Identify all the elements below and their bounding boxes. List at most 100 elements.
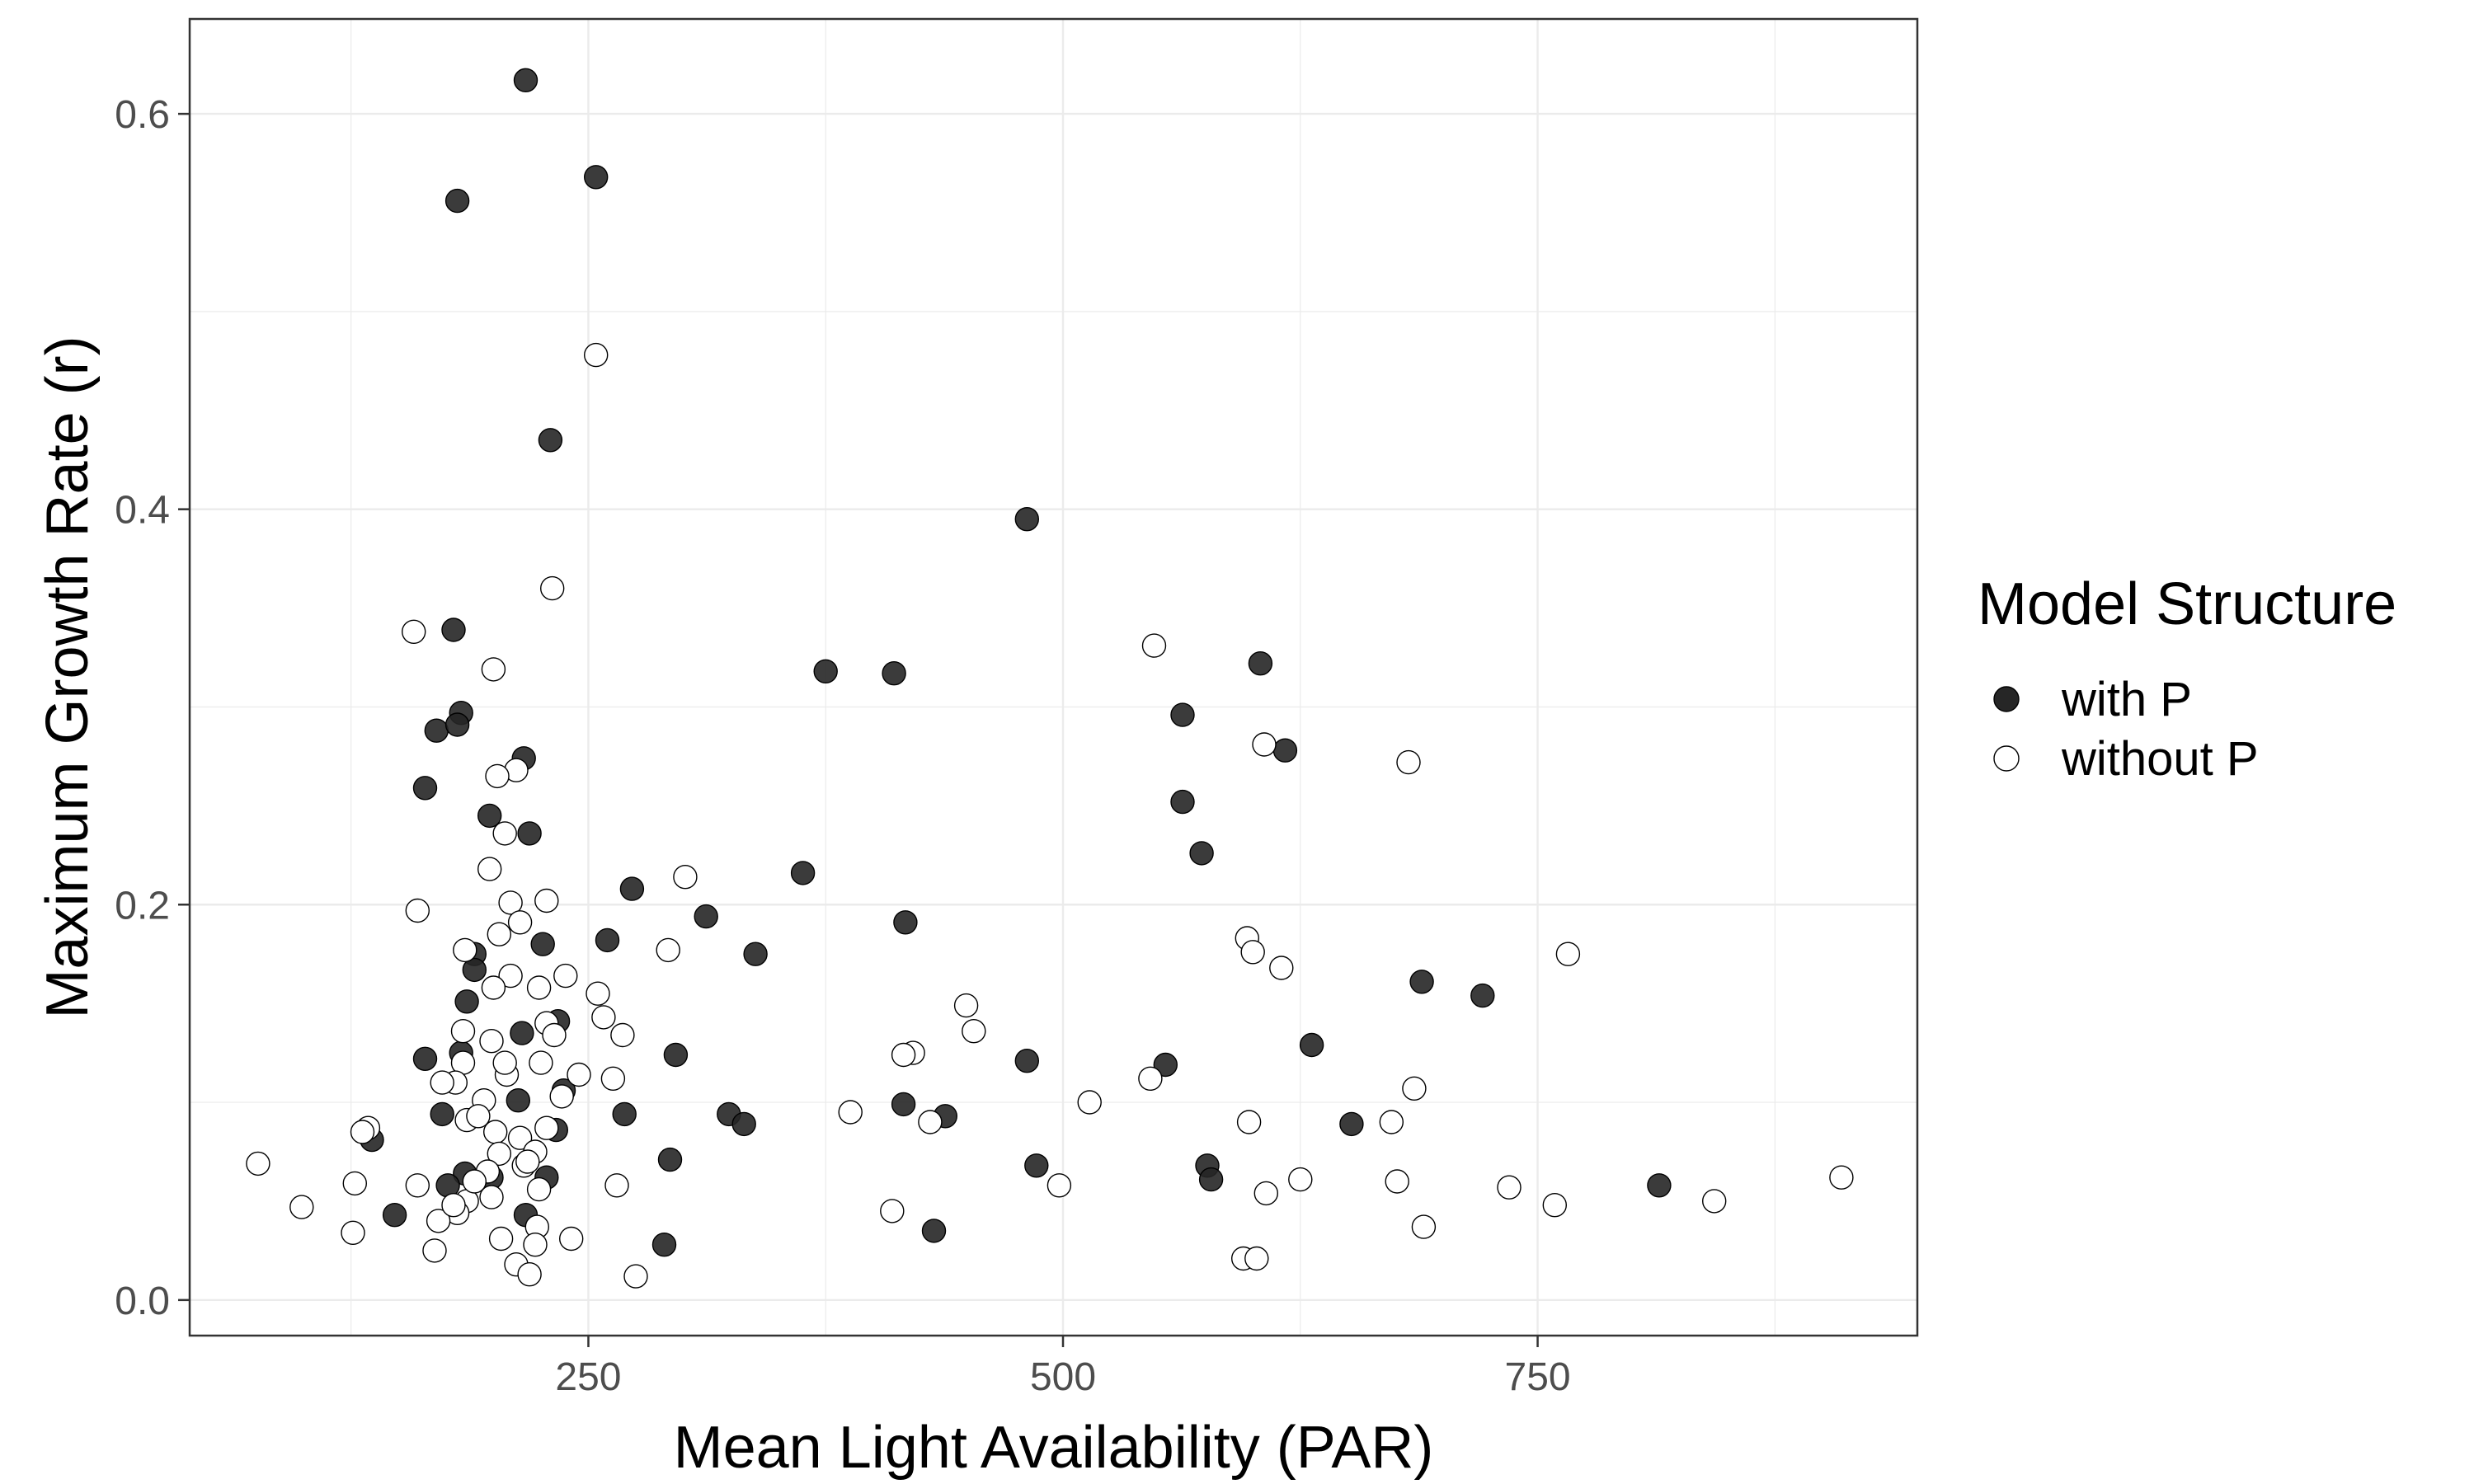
data-point bbox=[743, 942, 768, 966]
data-point bbox=[412, 776, 438, 801]
data-point bbox=[1240, 940, 1265, 965]
data-point bbox=[612, 1101, 637, 1127]
data-point bbox=[526, 1176, 552, 1202]
data-point bbox=[412, 1046, 438, 1072]
panel-border bbox=[188, 17, 1919, 1337]
y-tick-label: 0.6 bbox=[115, 93, 170, 137]
data-point bbox=[441, 618, 466, 642]
data-point bbox=[517, 821, 542, 846]
data-point bbox=[1411, 1214, 1437, 1239]
data-point bbox=[523, 1232, 548, 1257]
data-point bbox=[1248, 651, 1273, 676]
data-point bbox=[586, 981, 610, 1006]
data-point bbox=[600, 1066, 626, 1092]
data-point bbox=[1252, 732, 1277, 757]
data-point bbox=[444, 188, 470, 214]
data-point bbox=[1253, 1181, 1279, 1206]
legend-key bbox=[1993, 745, 2020, 772]
data-point bbox=[1170, 789, 1195, 815]
legend-items: with P without P bbox=[1993, 673, 2259, 786]
legend-label: with P bbox=[2061, 673, 2192, 726]
data-point bbox=[530, 932, 555, 956]
data-point bbox=[1153, 1052, 1178, 1078]
data-point bbox=[441, 1192, 466, 1218]
data-point bbox=[542, 1022, 567, 1048]
data-point bbox=[595, 928, 620, 953]
data-point bbox=[610, 1022, 635, 1048]
data-point bbox=[513, 68, 539, 93]
legend-title: Model Structure bbox=[1978, 571, 2396, 637]
data-point bbox=[623, 1264, 648, 1289]
data-point bbox=[731, 1111, 756, 1137]
data-point bbox=[1077, 1090, 1102, 1115]
data-point bbox=[341, 1220, 365, 1246]
data-point bbox=[1288, 1167, 1313, 1192]
data-point bbox=[882, 661, 906, 686]
data-point bbox=[1236, 1110, 1262, 1134]
data-point bbox=[507, 910, 533, 935]
data-point bbox=[485, 763, 510, 789]
data-point bbox=[1047, 1173, 1072, 1198]
data-point bbox=[663, 1042, 689, 1068]
data-point bbox=[549, 1084, 574, 1109]
data-point bbox=[526, 975, 552, 1000]
data-point bbox=[462, 1169, 487, 1194]
data-point bbox=[426, 1209, 451, 1233]
data-point bbox=[1829, 1165, 1854, 1190]
data-point bbox=[657, 1147, 683, 1172]
data-point bbox=[430, 1070, 454, 1095]
data-point bbox=[466, 1104, 491, 1129]
y-tick-label: 0.4 bbox=[115, 489, 170, 533]
data-point bbox=[567, 1062, 591, 1087]
data-point bbox=[1647, 1173, 1672, 1198]
data-point bbox=[479, 1028, 504, 1054]
data-point bbox=[492, 821, 517, 846]
data-point bbox=[591, 1005, 616, 1030]
data-point bbox=[1701, 1189, 1727, 1214]
x-tick-label: 500 bbox=[1030, 1355, 1096, 1399]
data-point bbox=[1141, 633, 1167, 658]
data-point bbox=[481, 975, 506, 1000]
data-point bbox=[487, 1141, 511, 1167]
data-point bbox=[488, 1226, 514, 1252]
data-point bbox=[553, 963, 578, 989]
data-point bbox=[515, 1149, 540, 1174]
data-point bbox=[1402, 1076, 1427, 1101]
data-point bbox=[492, 1050, 517, 1075]
data-point bbox=[453, 937, 477, 963]
y-tick-label: 0.2 bbox=[115, 884, 170, 928]
data-point bbox=[651, 1232, 677, 1257]
data-point bbox=[953, 993, 979, 1018]
data-point bbox=[350, 1120, 375, 1144]
data-point bbox=[673, 864, 698, 890]
data-point bbox=[246, 1151, 270, 1176]
data-point bbox=[893, 910, 918, 935]
data-point bbox=[1396, 749, 1421, 775]
data-point bbox=[450, 1018, 476, 1044]
data-point bbox=[402, 619, 426, 644]
y-tick-label: 0.0 bbox=[115, 1280, 170, 1323]
data-point bbox=[498, 963, 523, 989]
data-point bbox=[538, 428, 563, 453]
x-axis-title: Mean Light Availability (PAR) bbox=[674, 1415, 1434, 1481]
data-point bbox=[891, 1092, 916, 1117]
data-point bbox=[422, 1238, 447, 1263]
data-point bbox=[382, 1202, 407, 1228]
data-point bbox=[813, 659, 838, 683]
data-point bbox=[454, 989, 479, 1014]
data-point bbox=[424, 718, 449, 743]
data-point bbox=[510, 1021, 534, 1045]
data-point bbox=[430, 1101, 454, 1127]
data-point bbox=[1542, 1192, 1568, 1218]
data-point bbox=[342, 1171, 367, 1196]
data-point bbox=[479, 1185, 504, 1209]
data-point bbox=[498, 890, 523, 915]
data-point bbox=[584, 342, 609, 368]
data-point bbox=[880, 1199, 905, 1223]
data-point bbox=[487, 922, 511, 946]
data-point bbox=[462, 957, 487, 983]
data-point bbox=[604, 1173, 629, 1198]
